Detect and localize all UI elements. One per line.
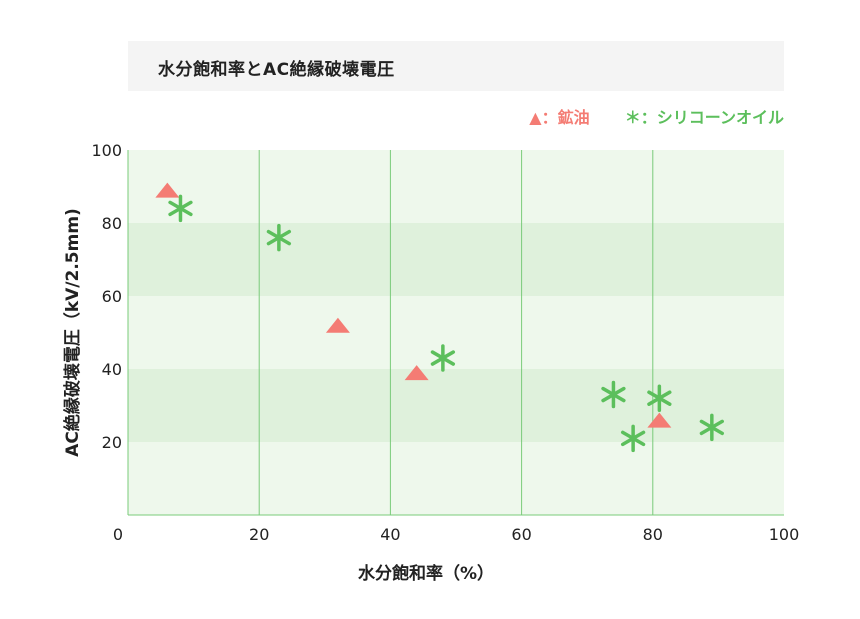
legend: ▲：鉱油 ＊：シリコーンオイル	[529, 104, 784, 128]
plot-band	[128, 442, 784, 515]
silicone-oil-point	[168, 194, 193, 223]
legend-silicone-oil-label: シリコーンオイル	[656, 108, 784, 127]
legend-silicone-sep: ：	[640, 108, 657, 127]
silicone-oil-point	[266, 223, 292, 252]
y-tick-label: 40	[102, 360, 122, 379]
x-axis-label: 水分飽和率（%）	[358, 563, 494, 584]
silicone-oil-point	[699, 413, 724, 442]
silicone-oil-point	[647, 384, 672, 412]
y-tick-label: 100	[91, 141, 122, 160]
legend-mineral-sep: ：	[541, 108, 558, 127]
silicone-oil-point	[620, 424, 646, 453]
mineral-oil-point	[404, 365, 429, 381]
silicone-oil-point	[430, 344, 456, 372]
x-tick-label: 40	[380, 525, 400, 544]
x-tick-label: 0	[113, 525, 123, 544]
mineral-oil-point	[325, 317, 350, 333]
y-tick-label: 60	[102, 287, 122, 306]
plot-band	[128, 369, 784, 442]
x-tick-label: 80	[643, 525, 663, 544]
mineral-oil-point	[647, 412, 672, 428]
chart-title-bar: 水分飽和率とAC絶縁破壊電圧	[128, 41, 784, 91]
plot-band	[128, 296, 784, 369]
legend-mineral-oil-label: 鉱油	[557, 108, 590, 127]
plot-band	[128, 150, 784, 223]
mineral-oil-point	[155, 182, 180, 198]
y-tick-label: 80	[102, 214, 122, 233]
chart-title: 水分飽和率とAC絶縁破壊電圧	[158, 60, 395, 80]
y-axis-label: AC絶縁破壊電圧（kV/2.5mm)	[62, 208, 83, 457]
silicone-oil-point	[601, 380, 626, 409]
legend-silicone-oil-icon: ＊	[624, 108, 641, 127]
plot-band	[128, 223, 784, 296]
x-tick-label: 100	[769, 525, 800, 544]
legend-mineral-oil-icon: ▲	[529, 108, 542, 127]
x-tick-label: 20	[249, 525, 269, 544]
y-tick-label: 20	[102, 433, 122, 452]
x-tick-label: 60	[511, 525, 531, 544]
